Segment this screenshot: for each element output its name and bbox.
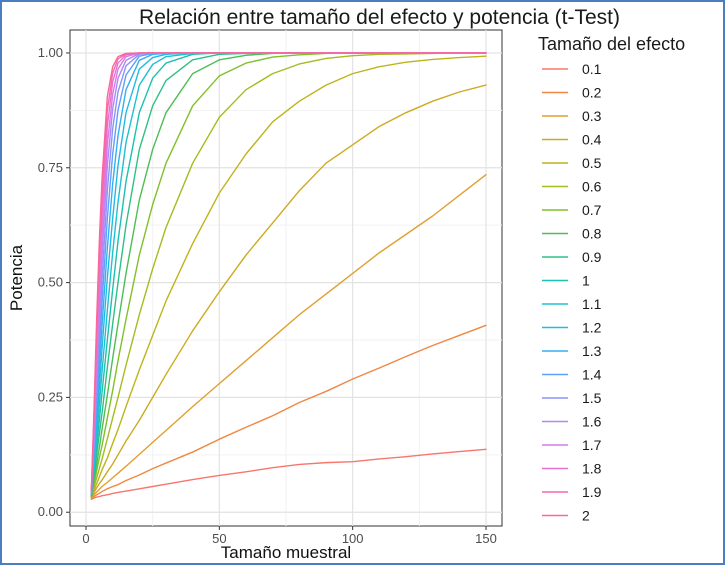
legend-label: 1 (582, 273, 590, 289)
series-line (90, 84, 487, 499)
series-line (90, 52, 487, 492)
legend-label: 0.6 (582, 179, 602, 195)
y-tick-label: 0.25 (38, 389, 63, 404)
legend-label: 0.7 (582, 202, 602, 218)
legend-label: 0.1 (582, 61, 602, 77)
legend-label: 1.8 (582, 461, 602, 477)
y-tick-label: 0.00 (38, 504, 63, 519)
legend-label: 0.4 (582, 132, 602, 148)
x-axis-title: Tamaño muestral (221, 543, 351, 562)
x-tick-label: 50 (212, 531, 226, 546)
axes: Tamaño muestral Potencia 0 50 100 150 0.00 0.… (7, 45, 497, 562)
legend-label: 2 (582, 508, 590, 524)
legend-label: 0.5 (582, 155, 602, 171)
legend-label: 0.8 (582, 226, 602, 242)
series-lines (90, 52, 487, 501)
legend: 0.1 0.2 0.3 0.4 0.5 0.6 0.7 0.8 0.9 1 1.1 1.2 1.3 1.4… (542, 61, 602, 524)
series-line (90, 173, 487, 500)
legend-label: 1.6 (582, 414, 602, 430)
chart-title: Relación entre tamaño del efecto y poten… (139, 6, 620, 29)
x-tick-label: 0 (82, 531, 89, 546)
y-tick-label: 1.00 (38, 45, 63, 60)
series-line (90, 52, 487, 498)
y-tick-label: 0.75 (38, 160, 63, 175)
x-tick-label: 100 (342, 531, 364, 546)
series-line (90, 448, 487, 501)
legend-label: 1.9 (582, 484, 602, 500)
series-line (90, 55, 487, 499)
legend-label: 0.2 (582, 85, 602, 101)
legend-label: 1.7 (582, 437, 602, 453)
legend-label: 1.5 (582, 390, 602, 406)
legend-label: 1.1 (582, 296, 602, 312)
y-tick-label: 0.50 (38, 275, 63, 290)
legend-title: Tamaño del efecto (538, 34, 686, 54)
legend-label: 1.3 (582, 343, 602, 359)
legend-label: 0.9 (582, 249, 602, 265)
legend-label: 0.3 (582, 108, 602, 124)
series-line (90, 324, 487, 500)
legend-label: 1.4 (582, 367, 602, 383)
y-axis-title: Potencia (7, 244, 26, 311)
legend-label: 1.2 (582, 320, 602, 336)
x-tick-label: 150 (475, 531, 497, 546)
